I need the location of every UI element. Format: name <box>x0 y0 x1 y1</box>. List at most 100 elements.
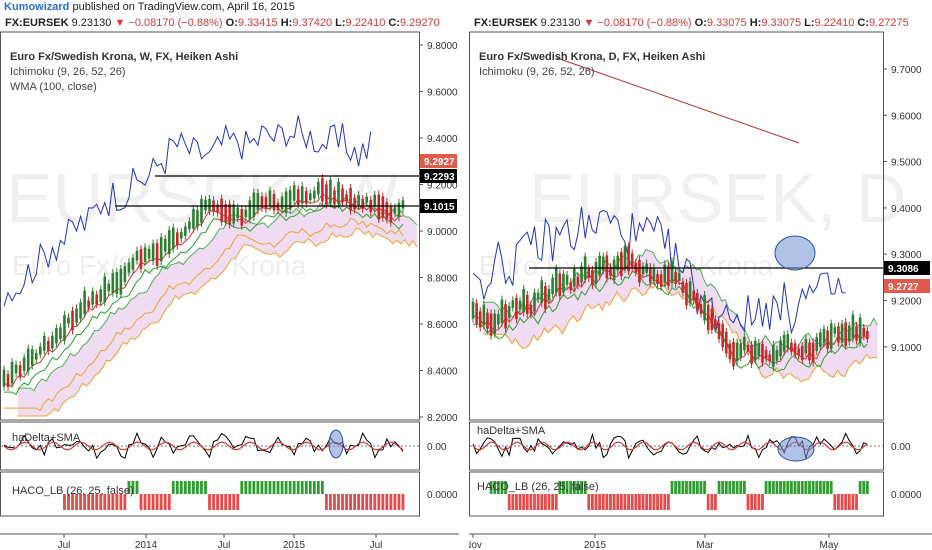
haco-bar-bear <box>163 494 167 510</box>
heiken-ashi-candle <box>670 261 674 284</box>
haco-bar-bear <box>349 494 352 510</box>
haco-bar-bull <box>580 481 583 494</box>
heiken-ashi-candle <box>692 290 696 301</box>
haco-bar-bear <box>750 494 753 510</box>
osc1-label[interactable]: haDelta+SMA <box>12 432 81 444</box>
haco-bar-bull <box>692 481 696 494</box>
price-tag-label: 9.2927 <box>424 157 455 168</box>
haco-bar-bull <box>572 481 576 494</box>
osc-highlight-ellipse[interactable] <box>777 436 815 462</box>
time-axis-label: Jul <box>218 540 231 550</box>
haco-bar-bull <box>735 481 739 494</box>
price-axis-label: 9.6000 <box>891 111 922 122</box>
heiken-ashi-candle <box>486 312 489 329</box>
heiken-ashi-candle <box>188 221 191 230</box>
haco-bar-bull <box>786 481 790 494</box>
haco-bar-bull <box>685 481 688 494</box>
haco-bar-bear <box>594 494 598 510</box>
haco-bar-bull <box>268 481 272 494</box>
heiken-ashi-candle <box>401 200 405 209</box>
heiken-ashi-candle <box>365 196 368 203</box>
haco-bar-bear <box>385 494 389 510</box>
heiken-ashi-candle <box>349 187 352 211</box>
haco-bar-bull <box>681 481 685 494</box>
heiken-ashi-candle <box>507 306 511 318</box>
haco-bar-bear <box>377 494 381 510</box>
heiken-ashi-candle <box>59 327 62 339</box>
heiken-ashi-candle <box>757 342 761 356</box>
heiken-ashi-candle <box>83 290 86 314</box>
price-axis-label: 8.4000 <box>427 367 458 378</box>
haco-bar-bear <box>663 494 667 510</box>
heiken-ashi-candle <box>300 186 304 204</box>
heiken-ashi-candle <box>123 266 127 282</box>
haco-bar-bull <box>496 481 500 494</box>
chart-legend: Euro Fx/Swedish Krona, W, FX, Heiken Ash… <box>10 50 238 95</box>
haco-bar-bull <box>204 481 207 494</box>
haco-bar-bear <box>536 494 540 510</box>
haco-bar-bear <box>833 494 837 510</box>
heiken-ashi-candle <box>30 349 34 366</box>
study-ichimoku-label[interactable]: Ichimoku (9, 26, 52, 26) <box>479 66 595 78</box>
haco-bar-bear <box>837 494 840 510</box>
haco-bar-bear <box>706 494 710 510</box>
haco-bar-bear <box>714 494 717 510</box>
study-ichimoku-label[interactable]: Ichimoku (9, 26, 52, 26) <box>10 66 126 78</box>
heiken-ashi-candle <box>91 291 94 305</box>
heiken-ashi-candle <box>739 343 743 358</box>
heiken-ashi-candle <box>248 200 252 220</box>
heiken-ashi-candle <box>500 299 504 323</box>
study-wma-label[interactable]: WMA (100, close) <box>10 81 97 93</box>
haco-bar-bear <box>547 494 551 510</box>
osc2-label[interactable]: HACO_LB (26, 25, false) <box>477 481 599 493</box>
haco-bar-bull <box>677 481 681 494</box>
author-link[interactable]: Kumowizard <box>4 1 70 13</box>
osc-highlight-ellipse[interactable] <box>328 429 344 459</box>
haco-bar-bear <box>79 494 82 510</box>
heiken-ashi-candle <box>659 274 663 287</box>
haco-bar-bear <box>605 494 609 510</box>
highlight-ellipse[interactable] <box>774 235 816 271</box>
wma-line <box>4 217 404 412</box>
osc1-label[interactable]: haDelta+SMA <box>477 425 546 437</box>
price-axis-label: 9.2000 <box>427 181 458 192</box>
chart-title[interactable]: Euro Fx/Swedish Krona, W, FX, Heiken Ash… <box>10 51 239 63</box>
chart-title[interactable]: Euro Fx/Swedish Krona, D, FX, Heiken Ash… <box>479 51 706 63</box>
haco-bar-bear <box>638 494 641 510</box>
heiken-ashi-candle <box>587 268 591 278</box>
heiken-ashi-candle <box>159 237 163 262</box>
osc2-label[interactable]: HACO_LB (26, 25, false) <box>12 485 134 497</box>
heiken-ashi-candle <box>143 247 147 263</box>
haco-bar-bull <box>175 481 179 494</box>
low-label: L: <box>804 17 815 29</box>
heiken-ashi-candle <box>337 182 340 205</box>
trend-line[interactable] <box>556 57 800 144</box>
price-tag-label: 9.2293 <box>424 172 455 183</box>
heiken-ashi-candle <box>87 300 90 308</box>
heiken-ashi-candle <box>638 260 641 283</box>
heiken-ashi-candle <box>515 297 518 320</box>
haco-bar-bear <box>67 494 70 510</box>
chart-panel-weekly[interactable]: EURSEK, W Euro Fx/Swedish Krona 9.8000 9.60… <box>0 16 459 550</box>
heiken-ashi-candle <box>688 281 692 303</box>
price-axis-label: 8.8000 <box>427 274 458 285</box>
haco-bar-bull <box>489 481 493 494</box>
close-label: C: <box>857 17 869 29</box>
haco-bar-bear <box>123 494 127 510</box>
heiken-ashi-candle <box>196 210 199 227</box>
heiken-ashi-candle <box>10 361 14 384</box>
heiken-ashi-candle <box>381 196 385 218</box>
heiken-ashi-candle <box>6 374 10 387</box>
haco-bar-bear <box>99 494 103 510</box>
symbol-watermark: EURSEK, D <box>529 159 906 237</box>
haco-bar-bull <box>500 481 504 494</box>
haco-bar-bear <box>515 494 518 510</box>
heiken-ashi-candle <box>256 193 260 211</box>
time-axis-label: 2014 <box>135 540 158 550</box>
price-axis-label: 8.2000 <box>427 413 458 424</box>
time-axis-label: Mar <box>696 540 714 550</box>
heiken-ashi-candle <box>308 193 312 201</box>
